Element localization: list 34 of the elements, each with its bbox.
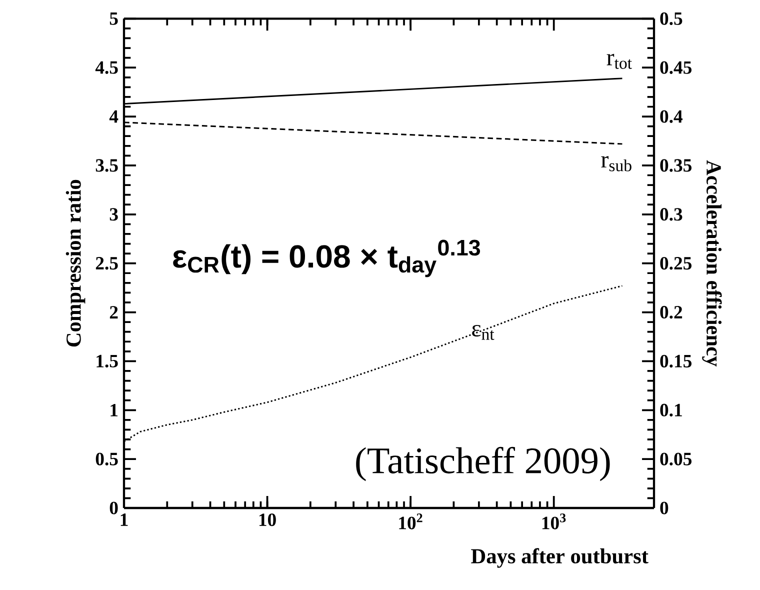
x-tick-label: 10$^{3}$: [542, 514, 566, 530]
y2-tick-label: 0.1: [660, 404, 682, 416]
series-label: ε$_{nt}$: [472, 324, 494, 340]
y2-tick-label: 0.3: [660, 208, 682, 221]
x-tick-label: 1: [120, 513, 128, 526]
y2-tick-label: 0.4: [660, 110, 683, 123]
x-tick-label: 10: [259, 514, 276, 526]
x-tick-label: 10$^{2}$: [399, 514, 422, 530]
y2-tick-label: 0: [660, 502, 668, 514]
y2-tick-label: 0.35: [660, 159, 692, 172]
annotation: ε$_{CR}$(t) = 0.08 × t$_{day}$0.13: [173, 240, 480, 278]
y2-tick-label: 0.15: [660, 354, 692, 368]
annotation: (Tatischeff 2009): [356, 446, 610, 482]
y2-axis-title: Acceleration efficiency: [702, 160, 722, 367]
y-tick-label: 2: [110, 306, 118, 318]
y2-tick-label: 0.05: [660, 452, 692, 466]
y-tick-label: 3: [110, 208, 118, 221]
y-tick-label: 1.5: [96, 354, 118, 368]
y-tick-label: 2.5: [96, 257, 118, 270]
y-tick-label: 4.5: [95, 61, 118, 74]
y-tick-label: 3.5: [96, 159, 118, 172]
series-label: r$_{tot}$: [606, 54, 632, 69]
y-axis-title: Compression ratio: [66, 180, 86, 347]
y-tick-label: 0.5: [96, 452, 118, 466]
y-tick-label: 5: [110, 12, 118, 25]
y2-tick-label: 0.5: [660, 12, 682, 26]
y-tick-label: 1: [110, 404, 118, 416]
x-axis-title: Days after outburst: [471, 548, 648, 568]
y2-tick-label: 0.2: [660, 306, 682, 319]
series-label: r$_{sub}$: [601, 156, 632, 172]
y-tick-label: 0: [110, 502, 118, 514]
y-tick-label: 4: [109, 110, 118, 123]
y2-tick-label: 0.25: [660, 256, 692, 270]
y2-tick-label: 0.45: [660, 61, 692, 74]
